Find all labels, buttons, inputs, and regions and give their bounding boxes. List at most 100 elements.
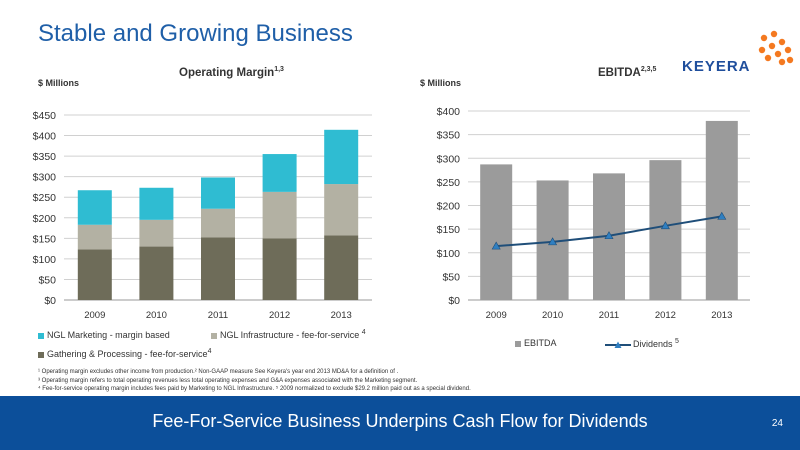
legend-sup-ngl-infrastructure: 4 xyxy=(361,329,366,336)
dividends-point xyxy=(604,231,614,240)
y-tick-label: $300 xyxy=(437,153,461,165)
operating-margin-legend: NGL Marketing - margin based NGL Infrast… xyxy=(38,329,378,363)
y-tick-label: $100 xyxy=(437,248,461,260)
footnote-2: ³ Operating margin refers to total opera… xyxy=(38,377,418,384)
ebitda-legend: EBITDA Dividends 5 xyxy=(515,338,775,352)
y-tick-label: $300 xyxy=(33,172,57,184)
y-tick-label: $200 xyxy=(437,201,461,213)
bar-segment xyxy=(139,246,174,300)
ebitda-bar xyxy=(649,160,682,300)
legend-swatch-gathering-processing xyxy=(38,351,44,358)
dividends-point xyxy=(548,237,558,246)
legend-label-dividends: Dividends xyxy=(633,339,673,349)
bar-segment xyxy=(324,129,359,185)
logo-dot xyxy=(770,30,778,38)
bar-segment xyxy=(139,187,174,220)
logo-dot xyxy=(758,46,766,54)
x-tick-label: 2011 xyxy=(208,310,228,321)
dividends-point xyxy=(717,211,727,220)
legend-item-ebitda: EBITDA xyxy=(515,338,557,348)
legend-line-marker-icon xyxy=(605,341,631,348)
x-tick-label: 2011 xyxy=(599,310,619,321)
bar-segment xyxy=(201,237,235,300)
bar-segment xyxy=(262,238,297,300)
legend-label-gathering-processing: Gathering & Processing - fee-for-service xyxy=(47,349,208,359)
bar-segment xyxy=(201,208,235,238)
logo-dot xyxy=(774,50,782,58)
y-tick-label: $50 xyxy=(442,271,460,283)
legend-label-ngl-marketing: NGL Marketing - margin based xyxy=(47,330,170,340)
legend-item-dividends: Dividends 5 xyxy=(605,338,679,349)
bar-segment xyxy=(262,191,297,239)
bar-segment xyxy=(77,224,112,250)
y-tick-label: $350 xyxy=(33,151,57,163)
y-tick-label: $150 xyxy=(437,224,461,236)
bar-segment xyxy=(77,249,112,300)
bar-segment xyxy=(201,177,235,209)
legend-sup-dividends: 5 xyxy=(675,338,679,345)
y-tick-label: $250 xyxy=(437,177,461,189)
logo-dot xyxy=(764,54,772,62)
legend-swatch-ngl-infrastructure xyxy=(211,332,217,339)
footnote-3: ⁴ Fee-for-service operating margin inclu… xyxy=(38,386,471,392)
bar-segment xyxy=(77,190,112,225)
legend-label-ebitda: EBITDA xyxy=(524,338,557,348)
legend-sup-gathering-processing: 4 xyxy=(207,348,212,355)
y-tick-label: $350 xyxy=(437,130,461,142)
x-tick-label: 2012 xyxy=(269,310,290,321)
x-tick-label: 2010 xyxy=(542,310,563,321)
keyera-logo: KEYERA xyxy=(682,30,794,82)
right-units-label: $ Millions xyxy=(420,78,462,88)
ebitda-title-sup: 2,3,5 xyxy=(640,66,657,73)
bar-segment xyxy=(262,154,297,192)
legend-swatch-ngl-marketing xyxy=(38,332,44,339)
y-tick-label: $100 xyxy=(33,254,57,266)
logo-dot xyxy=(784,46,792,54)
y-tick-label: $450 xyxy=(33,110,57,122)
legend-item-ngl-marketing: NGL Marketing - margin based xyxy=(38,329,170,340)
y-tick-label: $400 xyxy=(33,131,57,143)
legend-item-gathering-processing: Gathering & Processing - fee-for-service… xyxy=(38,348,211,359)
logo-dot xyxy=(768,42,776,50)
logo-molecule-icon xyxy=(758,30,794,66)
y-tick-label: $250 xyxy=(33,192,57,204)
ebitda-bar xyxy=(705,120,738,300)
ebitda-chart: $0 $50 $100 $150 $200 $250 $300 $350 $400 2009 201… xyxy=(437,106,750,321)
bar-segment xyxy=(139,219,174,247)
logo-text: KEYERA xyxy=(682,58,751,75)
y-tick-label: $0 xyxy=(44,295,56,307)
logo-dot xyxy=(778,58,786,66)
operating-margin-chart: $0 $50 $100 $150 $200 $250 $300 $350 $400 $450 200… xyxy=(33,110,372,321)
left-units-label: $ Millions xyxy=(38,78,80,88)
dividends-point xyxy=(491,241,501,250)
x-tick-label: 2013 xyxy=(331,310,352,321)
y-tick-label: $50 xyxy=(38,274,56,286)
logo-dot xyxy=(760,34,768,42)
footnote-1: ¹ Operating margin excludes other income… xyxy=(38,369,399,375)
ebitda-bar xyxy=(480,164,513,300)
bar-segment xyxy=(324,184,359,236)
y-tick-label: $200 xyxy=(33,213,57,225)
x-tick-label: 2012 xyxy=(655,310,676,321)
legend-swatch-ebitda xyxy=(515,340,521,347)
footnotes: ¹ Operating margin excludes other income… xyxy=(38,368,471,394)
x-tick-label: 2013 xyxy=(711,310,732,321)
logo-dot xyxy=(778,38,786,46)
ebitda-title-text: EBITDA xyxy=(598,66,641,79)
x-tick-label: 2009 xyxy=(84,310,105,321)
y-tick-label: $0 xyxy=(448,295,460,307)
footer-text: Fee-For-Service Business Underpins Cash … xyxy=(152,411,648,431)
legend-label-ngl-infrastructure: NGL Infrastructure - fee-for-service xyxy=(220,330,360,340)
x-tick-label: 2009 xyxy=(486,310,507,321)
ebitda-title: EBITDA2,3,5 xyxy=(598,66,656,79)
operating-margin-title: Operating Margin1,3 xyxy=(179,66,284,79)
slide-title: Stable and Growing Business xyxy=(38,20,353,47)
footer-banner: Fee-For-Service Business Underpins Cash … xyxy=(0,396,800,450)
y-tick-label: $400 xyxy=(437,106,461,118)
operating-margin-title-text: Operating Margin xyxy=(179,66,275,79)
y-tick-label: $150 xyxy=(33,233,57,245)
operating-margin-title-sup: 1,3 xyxy=(274,66,284,73)
logo-dot xyxy=(786,56,794,64)
x-tick-label: 2010 xyxy=(146,310,167,321)
dividends-point xyxy=(660,221,670,230)
